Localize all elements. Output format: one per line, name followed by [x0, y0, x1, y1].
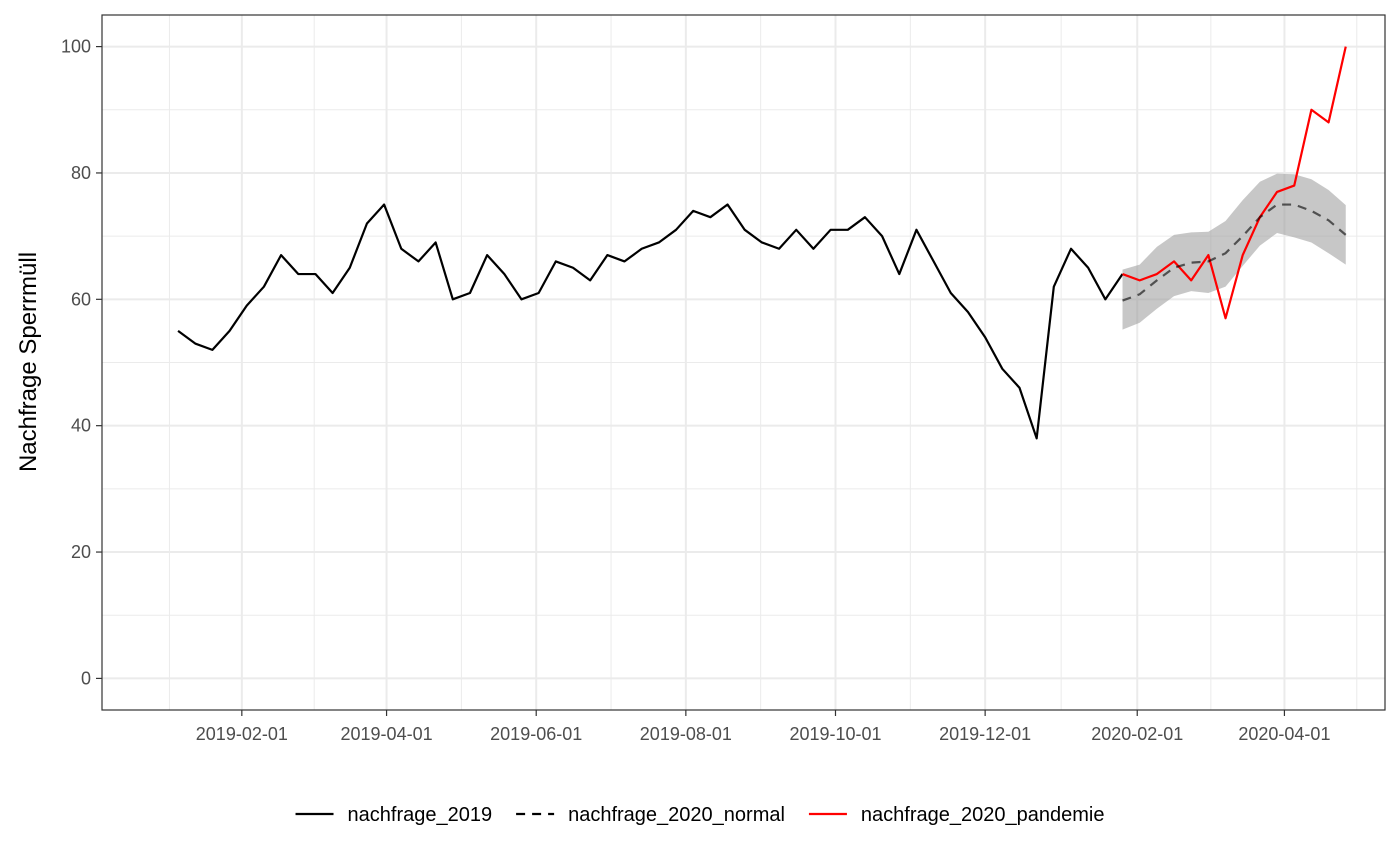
y-tick-label: 0 — [81, 668, 91, 688]
x-tick-label: 2020-02-01 — [1091, 724, 1183, 744]
y-tick-label: 60 — [71, 289, 91, 309]
minor-gridlines — [102, 15, 1385, 710]
confidence-ribbon-layer — [1122, 173, 1346, 330]
x-tick-label: 2019-08-01 — [640, 724, 732, 744]
x-tick-label: 2019-10-01 — [789, 724, 881, 744]
legend-label: nachfrage_2020_normal — [568, 804, 785, 826]
y-tick-label: 80 — [71, 163, 91, 183]
y-tick-label: 100 — [61, 37, 91, 57]
y-axis: 0 20 40 60 80 100 — [61, 37, 102, 688]
y-axis-title: Nachfrage Sperrmüll — [15, 252, 42, 472]
x-tick-label: 2019-02-01 — [196, 724, 288, 744]
x-tick-label: 2020-04-01 — [1238, 724, 1330, 744]
legend-label: nachfrage_2020_pandemie — [861, 804, 1105, 826]
y-tick-label: 20 — [71, 542, 91, 562]
x-axis: 2019-02-01 2019-04-01 2019-06-01 2019-08-01… — [196, 710, 1330, 744]
x-tick-label: 2019-04-01 — [341, 724, 433, 744]
major-gridlines — [102, 15, 1385, 710]
legend: nachfrage_2019 nachfrage_2020_normal nachf… — [295, 804, 1105, 826]
y-tick-label: 40 — [71, 416, 91, 436]
plot-border — [101, 14, 1386, 711]
series-line-nachfrage-2019 — [177, 203, 1124, 440]
series-lines — [177, 46, 1347, 440]
x-tick-label: 2019-12-01 — [939, 724, 1031, 744]
x-tick-label: 2019-06-01 — [490, 724, 582, 744]
legend-label: nachfrage_2019 — [348, 804, 493, 826]
confidence-ribbon — [1122, 173, 1346, 330]
series-line-nachfrage-2020-pandemie — [1122, 46, 1347, 320]
